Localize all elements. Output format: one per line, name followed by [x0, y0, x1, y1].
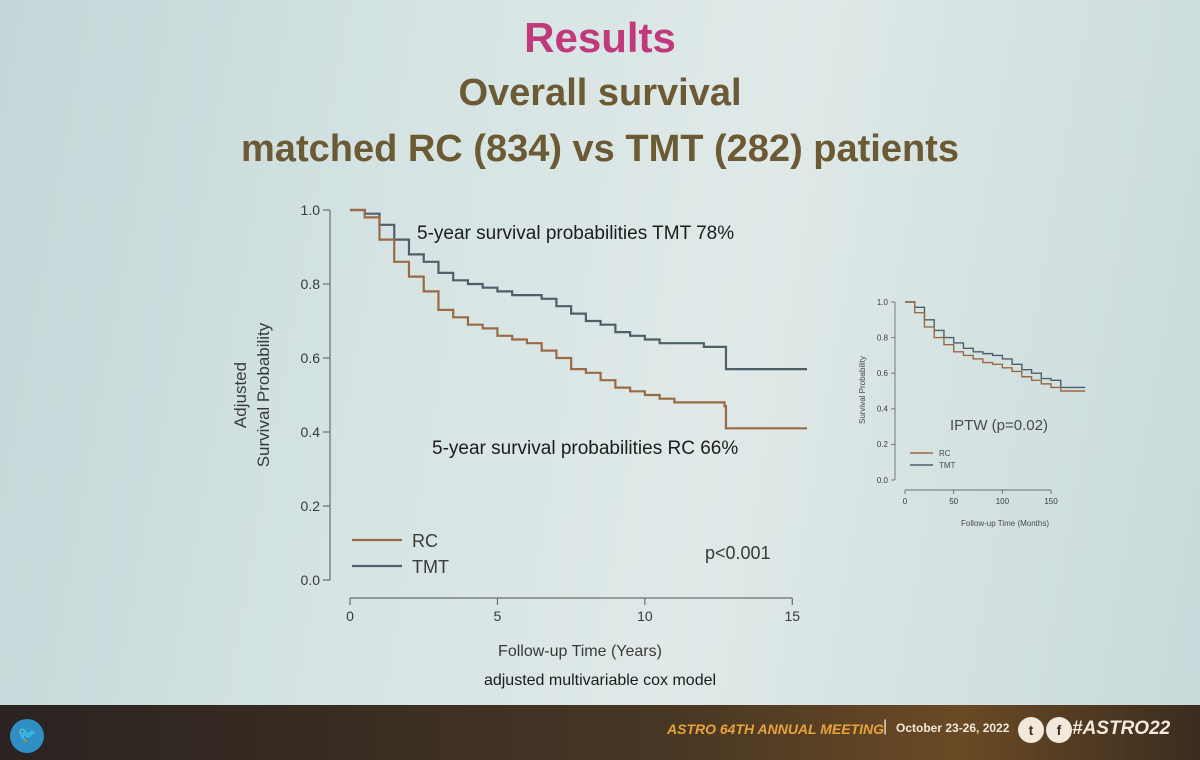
- inset-legend-label-rc: RC: [939, 449, 951, 458]
- legend-label-tmt: TMT: [412, 557, 449, 577]
- y-tick-label: 0.4: [877, 405, 889, 414]
- x-tick-label: 0: [903, 497, 908, 506]
- meeting-name: ASTRO 64TH ANNUAL MEETING: [667, 721, 885, 737]
- y-axis-label: Adjusted: [231, 362, 250, 428]
- y-tick-label: 0.8: [301, 276, 321, 292]
- y-tick-label: 0.2: [301, 498, 321, 514]
- x-tick-label: 150: [1044, 497, 1058, 506]
- x-tick-label: 0: [346, 608, 354, 624]
- survival-curve-tmt: [350, 208, 808, 371]
- y-tick-label: 0.2: [877, 440, 889, 449]
- slide-subtitle: Overall survival: [458, 72, 742, 114]
- inset-x-axis-label: Follow-up Time (Months): [961, 519, 1049, 528]
- inset-y-axis-label: Survival Probability: [858, 356, 867, 424]
- x-tick-label: 10: [637, 608, 653, 624]
- conference-footer: 🐦 ASTRO 64TH ANNUAL MEETING | October 23…: [0, 705, 1200, 760]
- twitter-bird-icon[interactable]: 🐦: [10, 719, 44, 753]
- model-note: adjusted multivariable cox model: [483, 672, 717, 689]
- x-axis-label: Follow-up Time (Years): [498, 643, 662, 660]
- y-tick-label: 0.8: [877, 333, 889, 342]
- x-tick-label: 5: [494, 608, 502, 624]
- slide-subtitle-detail: matched RC (834) vs TMT (282) patients: [241, 128, 959, 170]
- inset-iptw-chart: 0.0 0.2 0.4 0.6 0.8 1.0 0 50 100 150 IPTW (p=0.02)…: [858, 298, 1086, 528]
- y-tick-label: 0.6: [301, 350, 321, 366]
- legend-label-rc: RC: [412, 531, 438, 551]
- y-tick-label: 0.6: [877, 369, 889, 378]
- footer-separator: |: [883, 718, 888, 735]
- x-tick-label: 15: [785, 608, 801, 624]
- y-tick-label: 1.0: [301, 202, 321, 218]
- facebook-icon[interactable]: f: [1046, 717, 1072, 743]
- x-tick-label: 100: [996, 497, 1010, 506]
- main-survival-chart: 0.0 0.2 0.4 0.6 0.8 1.0 0 5 10 15 Follow-up Time (…: [231, 202, 808, 660]
- survival-curve-rc: [905, 301, 1086, 392]
- x-tick-label: 50: [949, 497, 958, 506]
- p-value: p<0.001: [705, 543, 771, 563]
- y-tick-label: 0.0: [301, 572, 321, 588]
- survival-curve-rc: [350, 208, 808, 430]
- tmt-survival-annotation: 5-year survival probabilities TMT 78%: [417, 223, 735, 244]
- rc-survival-annotation: 5-year survival probabilities RC 66%: [432, 438, 739, 459]
- meeting-dates: October 23-26, 2022: [896, 721, 1010, 735]
- y-tick-label: 1.0: [877, 298, 889, 307]
- inset-title: IPTW (p=0.02): [950, 417, 1048, 434]
- survival-curve-tmt: [905, 301, 1086, 389]
- slide-title: Results: [524, 14, 676, 61]
- twitter-icon[interactable]: t: [1018, 717, 1044, 743]
- slide: Results Overall survival matched RC (834…: [0, 0, 1200, 705]
- y-axis-label: Survival Probability: [254, 322, 273, 467]
- y-tick-label: 0.4: [301, 424, 321, 440]
- inset-legend-label-tmt: TMT: [939, 461, 956, 470]
- y-tick-label: 0.0: [877, 476, 889, 485]
- hashtag: #ASTRO22: [1072, 718, 1171, 739]
